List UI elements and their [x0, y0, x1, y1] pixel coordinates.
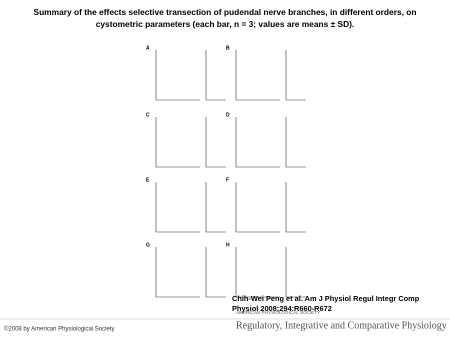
axis-frame [205, 182, 226, 233]
title-line: Summary of the effects selective transec… [33, 7, 416, 17]
axis-frame [155, 247, 200, 298]
axis-frame [285, 247, 306, 298]
panel-letter: C [146, 112, 150, 118]
axis-frame [285, 50, 306, 101]
panel-letter: G [146, 242, 150, 248]
axis-frame [155, 182, 200, 233]
title-line: cystometric parameters (each bar, n = 3;… [96, 19, 355, 29]
axis-frame [285, 117, 306, 168]
axis-frame [235, 247, 280, 298]
axis-frame [155, 117, 200, 168]
axis-frame [205, 247, 226, 298]
panel-letter: F [226, 177, 229, 183]
axis-frame [205, 117, 226, 168]
figure: A B C D E F G H [146, 45, 306, 298]
axis-frame [285, 182, 306, 233]
axis-frame [235, 182, 280, 233]
axis-frame [235, 117, 280, 168]
axis-frame [155, 50, 200, 101]
panel-letter: E [146, 177, 150, 183]
axis-frame [205, 50, 226, 101]
axis-frame [235, 50, 280, 101]
society: AMERICAN PHYSIOLOGICAL SOCIETY [236, 310, 320, 315]
panel-letter: A [146, 45, 150, 51]
copyright: ©2008 by American Physiological Society [4, 326, 114, 333]
journal: Regulatory, Integrative and Comparative … [236, 320, 447, 331]
panel-letter: B [226, 45, 230, 51]
panel-letter: D [226, 112, 230, 118]
citation: Chih-Wei Peng et al. Am J Physiol Regul … [232, 294, 420, 303]
citation: Physiol 2008;294:R660-R672 [232, 304, 332, 313]
panel-letter: H [226, 242, 230, 248]
